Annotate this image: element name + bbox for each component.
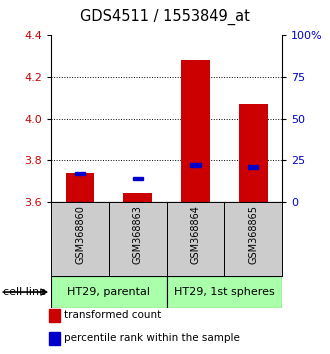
Text: GSM368860: GSM368860 [75,205,85,264]
FancyBboxPatch shape [51,202,109,276]
Text: HT29, parental: HT29, parental [67,287,150,297]
FancyBboxPatch shape [167,202,224,276]
Text: GSM368864: GSM368864 [190,205,201,264]
Bar [190,163,201,167]
Bar [123,193,152,202]
Text: GDS4511 / 1553849_at: GDS4511 / 1553849_at [80,9,250,25]
Text: GSM368865: GSM368865 [248,205,258,264]
FancyBboxPatch shape [224,202,282,276]
Bar [75,172,85,175]
FancyBboxPatch shape [167,276,282,308]
Text: transformed count: transformed count [64,310,161,320]
FancyBboxPatch shape [51,276,167,308]
FancyBboxPatch shape [109,202,167,276]
Bar [248,165,258,169]
Text: GSM368863: GSM368863 [133,205,143,264]
Text: cell line: cell line [3,287,46,297]
Bar [50,309,60,322]
Bar [133,177,143,180]
Bar [66,173,94,202]
Bar [50,332,60,345]
Text: percentile rank within the sample: percentile rank within the sample [64,333,240,343]
Bar [181,61,210,202]
Text: HT29, 1st spheres: HT29, 1st spheres [174,287,275,297]
Bar [239,104,268,202]
